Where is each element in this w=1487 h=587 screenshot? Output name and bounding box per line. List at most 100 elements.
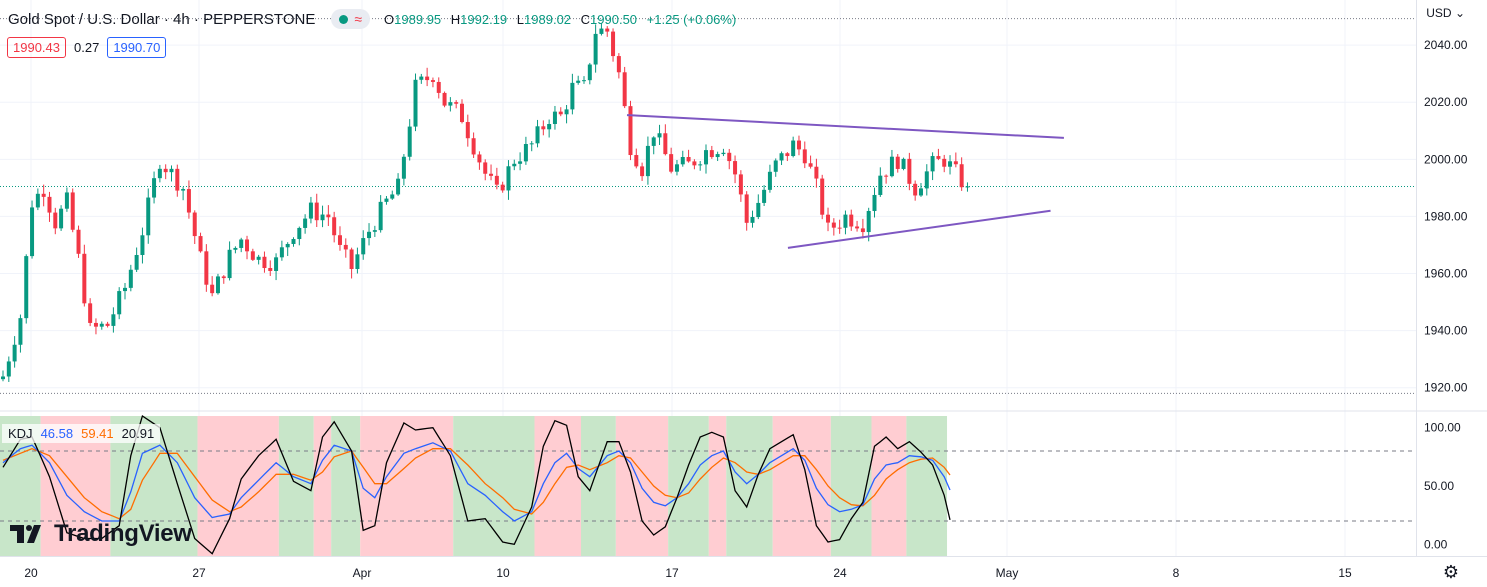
candle-body bbox=[314, 202, 319, 221]
time-axis-label: May bbox=[996, 566, 1019, 580]
kdj-k-value: 46.58 bbox=[40, 426, 74, 441]
candle-body bbox=[297, 227, 302, 240]
candle-body bbox=[425, 76, 430, 81]
ohlc-change: +1.25 (+0.06%) bbox=[646, 11, 737, 27]
candle-body bbox=[53, 212, 58, 229]
candle-body bbox=[494, 175, 499, 185]
candle-body bbox=[401, 156, 406, 179]
candle-body bbox=[361, 238, 366, 255]
candle-body bbox=[849, 214, 854, 227]
candle-body bbox=[808, 163, 813, 167]
candle-body bbox=[686, 157, 691, 162]
candle-body bbox=[210, 284, 215, 294]
kdj-band bbox=[871, 416, 907, 556]
currency-selector[interactable]: USD ⌄ bbox=[1426, 6, 1465, 20]
candle-body bbox=[791, 140, 796, 157]
candle-body bbox=[111, 314, 116, 326]
tradingview-logo[interactable]: TradingView bbox=[10, 520, 192, 548]
candle-body bbox=[198, 236, 203, 252]
time-axis-label: 15 bbox=[1338, 566, 1352, 580]
candle-body bbox=[552, 111, 557, 125]
time-axis-label: 17 bbox=[665, 566, 679, 580]
candle-body bbox=[186, 189, 191, 213]
chart-header: Gold Spot / U.S. Dollar · 4h · PEPPERSTO… bbox=[8, 8, 742, 30]
resistance-trendline[interactable] bbox=[626, 114, 1064, 139]
candle-body bbox=[326, 214, 331, 218]
candle-body bbox=[489, 173, 494, 176]
candle-body bbox=[430, 80, 435, 82]
candle-body bbox=[762, 189, 767, 203]
candle-body bbox=[500, 184, 505, 191]
candle-body bbox=[41, 193, 46, 197]
candle-body bbox=[245, 239, 250, 252]
price-axis-label: 1920.00 bbox=[1424, 381, 1468, 395]
kdj-legend[interactable]: KDJ 46.58 59.41 20.91 bbox=[2, 424, 161, 443]
wave-icon: ≈ bbox=[354, 11, 363, 27]
candle-body bbox=[634, 155, 639, 167]
candle-body bbox=[204, 251, 209, 285]
candle-body bbox=[855, 226, 860, 229]
candle-body bbox=[30, 207, 35, 257]
candle-body bbox=[721, 152, 726, 155]
support-trendline[interactable] bbox=[787, 209, 1051, 249]
candle-body bbox=[518, 161, 523, 164]
candle-body bbox=[663, 133, 668, 155]
candle-body bbox=[796, 140, 801, 150]
price-axis-label: 2000.00 bbox=[1424, 152, 1468, 166]
candle-body bbox=[640, 166, 645, 177]
candle-body bbox=[669, 154, 674, 172]
candle-body bbox=[99, 323, 104, 327]
candle-body bbox=[872, 194, 877, 211]
buy-price-button[interactable]: 1990.70 bbox=[107, 37, 167, 58]
trendlines[interactable] bbox=[626, 114, 1064, 249]
candle-body bbox=[733, 161, 738, 175]
bid-ask-panel: 1990.43 0.27 1990.70 bbox=[7, 37, 167, 58]
price-axis-label: 1960.00 bbox=[1424, 267, 1468, 281]
candle-body bbox=[750, 217, 755, 223]
candle-body bbox=[18, 318, 23, 345]
candle-body bbox=[233, 247, 238, 250]
candle-body bbox=[355, 254, 360, 270]
candle-body bbox=[901, 158, 906, 169]
market-status[interactable]: ≈ bbox=[331, 9, 371, 29]
candle-body bbox=[547, 124, 552, 130]
candle-body bbox=[965, 186, 970, 188]
market-open-dot-icon bbox=[339, 14, 349, 24]
candle-body bbox=[442, 92, 447, 106]
spread-value: 0.27 bbox=[74, 40, 100, 55]
candle-body bbox=[396, 178, 401, 195]
candle-body bbox=[256, 256, 261, 260]
settings-gear-icon[interactable]: ⚙ bbox=[1442, 562, 1459, 582]
candle-body bbox=[884, 175, 889, 177]
price-axis-label: 1940.00 bbox=[1424, 324, 1468, 338]
candle-body bbox=[785, 153, 790, 157]
candle-body bbox=[674, 164, 679, 172]
time-axis-label: 10 bbox=[496, 566, 510, 580]
candle-body bbox=[82, 253, 87, 304]
candle-body bbox=[268, 268, 273, 271]
candle-body bbox=[715, 154, 720, 158]
candle-body bbox=[285, 243, 290, 248]
candle-body bbox=[152, 178, 157, 198]
candle-body bbox=[529, 143, 534, 145]
candle-body bbox=[128, 269, 133, 288]
candle-body bbox=[291, 239, 296, 244]
sell-price-button[interactable]: 1990.43 bbox=[7, 37, 66, 58]
candle-body bbox=[692, 161, 697, 166]
candle-body bbox=[889, 156, 894, 177]
candle-body bbox=[704, 150, 709, 165]
candle-body bbox=[215, 276, 220, 294]
candle-body bbox=[645, 145, 650, 177]
candle-body bbox=[959, 164, 964, 188]
kdj-d-line bbox=[2, 448, 951, 520]
candle-body bbox=[262, 256, 267, 269]
candle-body bbox=[459, 103, 464, 123]
candle-body bbox=[878, 175, 883, 195]
symbol-title[interactable]: Gold Spot / U.S. Dollar · 4h · PEPPERSTO… bbox=[8, 10, 316, 28]
candle-body bbox=[337, 235, 342, 245]
kdj-axis-label: 100.00 bbox=[1424, 421, 1461, 435]
candle-body bbox=[407, 126, 412, 157]
candle-body bbox=[436, 81, 441, 93]
kdj-band bbox=[830, 416, 872, 556]
